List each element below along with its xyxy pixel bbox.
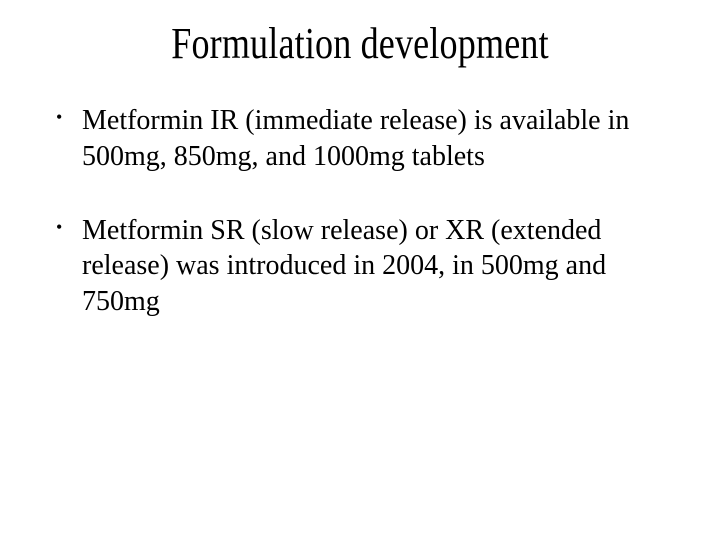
slide-title: Formulation development xyxy=(98,18,623,69)
list-item: Metformin SR (slow release) or XR (exten… xyxy=(54,213,674,320)
bullet-list: Metformin IR (immediate release) is avai… xyxy=(40,103,680,320)
list-item: Metformin IR (immediate release) is avai… xyxy=(54,103,674,175)
slide: Formulation development Metformin IR (im… xyxy=(0,0,720,540)
